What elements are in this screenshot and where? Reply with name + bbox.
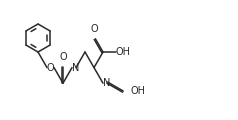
Text: OH: OH [131, 86, 146, 96]
Text: O: O [59, 52, 67, 62]
Text: N: N [72, 63, 79, 73]
Text: O: O [47, 63, 54, 73]
Text: OH: OH [115, 47, 130, 57]
Text: O: O [90, 24, 98, 34]
Text: N: N [103, 78, 110, 88]
